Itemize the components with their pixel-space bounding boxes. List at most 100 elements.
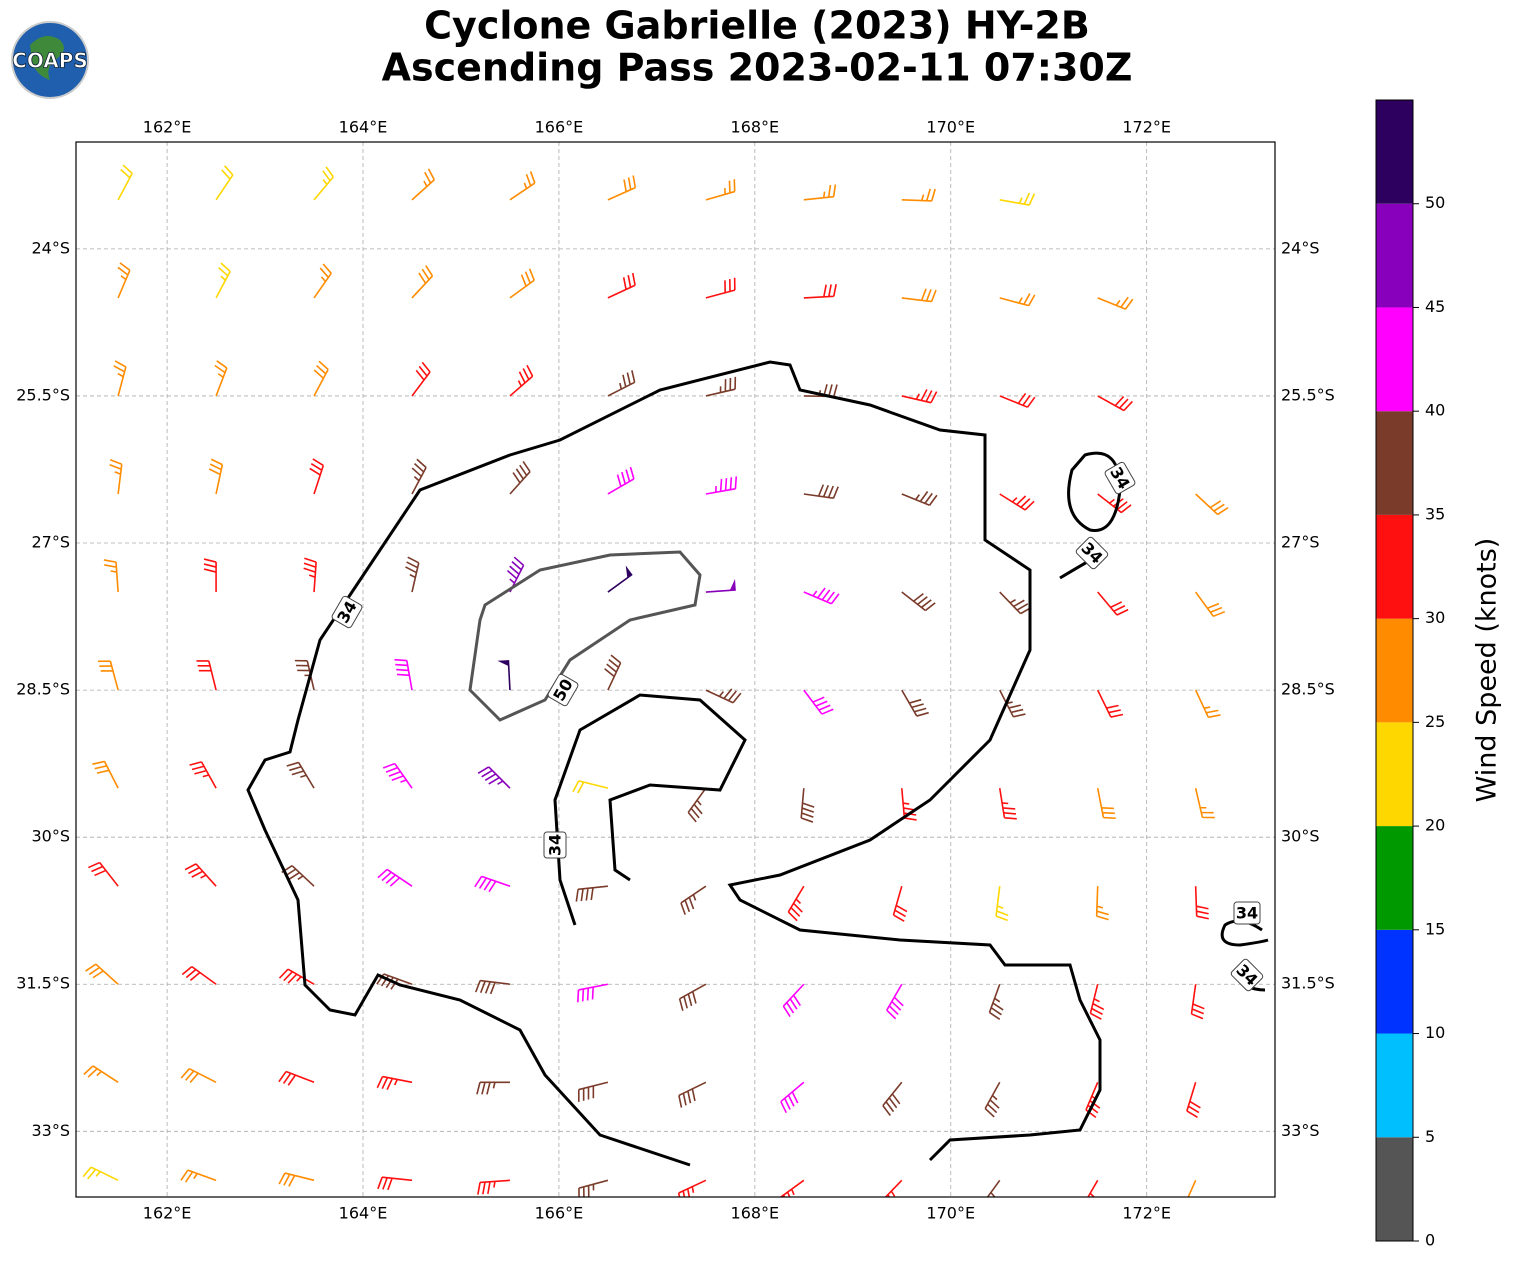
wind-barb	[377, 1176, 413, 1191]
wind-barb	[394, 658, 413, 691]
wind-barb	[901, 389, 938, 404]
contour-label: 34	[1104, 461, 1136, 495]
wind-barb	[82, 1166, 119, 1182]
contour-label-text: 34	[1106, 464, 1134, 493]
colorbar-tick-label: 25	[1425, 712, 1445, 731]
y-tick-label: 27°S	[31, 533, 70, 552]
wind-barb	[1194, 886, 1209, 920]
wind-barb	[278, 1070, 315, 1086]
barb-staff	[476, 1081, 510, 1095]
contour-label-text: 34	[1077, 538, 1106, 567]
wind-barb	[1097, 296, 1134, 310]
wind-barb	[497, 660, 511, 691]
wind-barb	[1097, 395, 1133, 412]
barb-staff	[678, 983, 707, 1011]
barb-staff	[604, 654, 622, 691]
wind-barb	[184, 863, 217, 887]
colorbar-segment	[1376, 307, 1413, 412]
wind-barb	[986, 1179, 1001, 1197]
wind-barb	[572, 780, 609, 794]
colorbar-frame	[1375, 99, 1414, 1242]
barb-staff	[477, 766, 511, 789]
wind-barb	[607, 175, 637, 201]
barb-staff	[97, 660, 119, 691]
barb-staff	[1194, 787, 1215, 819]
contour-label: 34	[543, 831, 567, 859]
barb-staff	[998, 788, 1017, 820]
logo: COAPS	[11, 21, 89, 99]
wind-barb	[85, 963, 119, 985]
barb-staff	[215, 165, 234, 201]
wind-barb	[1097, 493, 1132, 514]
wind-barb	[884, 1179, 903, 1197]
barb-staff	[411, 361, 431, 397]
wind-barb	[999, 493, 1035, 511]
barb-staff	[986, 1179, 1001, 1197]
barb-staff	[803, 184, 837, 201]
barb-staff	[999, 493, 1035, 511]
barb-staff	[376, 973, 413, 990]
barb-staff	[405, 556, 420, 593]
barb-staff	[1096, 787, 1116, 820]
contour-label-text: 50	[549, 676, 577, 705]
barb-staff	[803, 484, 839, 499]
wind-barb	[705, 376, 737, 397]
wind-barb	[83, 1065, 119, 1083]
colorbar-tick-label: 15	[1425, 919, 1445, 938]
barb-staff	[705, 476, 738, 495]
barb-staff	[117, 262, 131, 299]
barb-staff	[214, 360, 228, 397]
barb-staff	[892, 885, 908, 922]
wind-barb	[677, 1179, 707, 1197]
barb-staff	[705, 179, 736, 201]
wind-barb	[800, 788, 815, 823]
barb-staff	[109, 459, 123, 495]
wind-barb	[309, 458, 325, 495]
barb-staff	[1097, 395, 1133, 412]
barb-staff	[1085, 1081, 1101, 1118]
contour-label: 34	[1233, 901, 1261, 925]
barb-staff	[678, 1081, 707, 1108]
barb-staff	[1089, 984, 1105, 1020]
x-tick-label: 164°E	[339, 118, 388, 137]
y-tick-label: 33°S	[31, 1121, 70, 1140]
barb-staff	[999, 293, 1036, 307]
map-frame	[75, 141, 1276, 1198]
colorbar-segment	[1376, 203, 1413, 308]
barb-staff	[901, 689, 929, 717]
wind-barb	[780, 1081, 805, 1114]
contour-label: 50	[547, 673, 579, 707]
x-tick-label: 168°E	[731, 118, 780, 137]
barb-staff	[1190, 984, 1205, 1020]
y-tick-label: 24°S	[1281, 238, 1320, 257]
barb-staff	[196, 660, 217, 691]
barb-staff	[779, 1179, 805, 1197]
barb-staff	[988, 983, 1004, 1021]
colorbar-segment	[1376, 618, 1413, 723]
barb-staff	[705, 688, 742, 704]
contour-label-text: 34	[1236, 904, 1258, 923]
wind-barb	[779, 1179, 805, 1197]
x-tick-label: 166°E	[535, 118, 584, 137]
barb-staff	[607, 370, 636, 397]
wind-barb	[1195, 493, 1229, 516]
barb-staff	[180, 1067, 217, 1084]
barb-staff	[1096, 689, 1124, 718]
wind-barb	[1096, 689, 1124, 718]
contour-label-box	[331, 595, 363, 629]
wind-barb	[995, 886, 1009, 922]
colorbar-label: Wind Speed (knots)	[1472, 538, 1503, 803]
wind-barb	[208, 458, 224, 495]
wind-barb	[88, 861, 119, 887]
wind-barb	[886, 983, 904, 1020]
wind-barb	[203, 558, 217, 593]
barb-staff	[575, 885, 608, 902]
x-tick-label: 164°E	[339, 1204, 388, 1223]
barb-staff	[509, 171, 536, 201]
wind-barb	[405, 556, 420, 593]
wind-barb	[506, 556, 525, 593]
barb-staff	[103, 559, 119, 593]
barb-layer	[82, 164, 1229, 1197]
wind-barb	[286, 761, 315, 789]
